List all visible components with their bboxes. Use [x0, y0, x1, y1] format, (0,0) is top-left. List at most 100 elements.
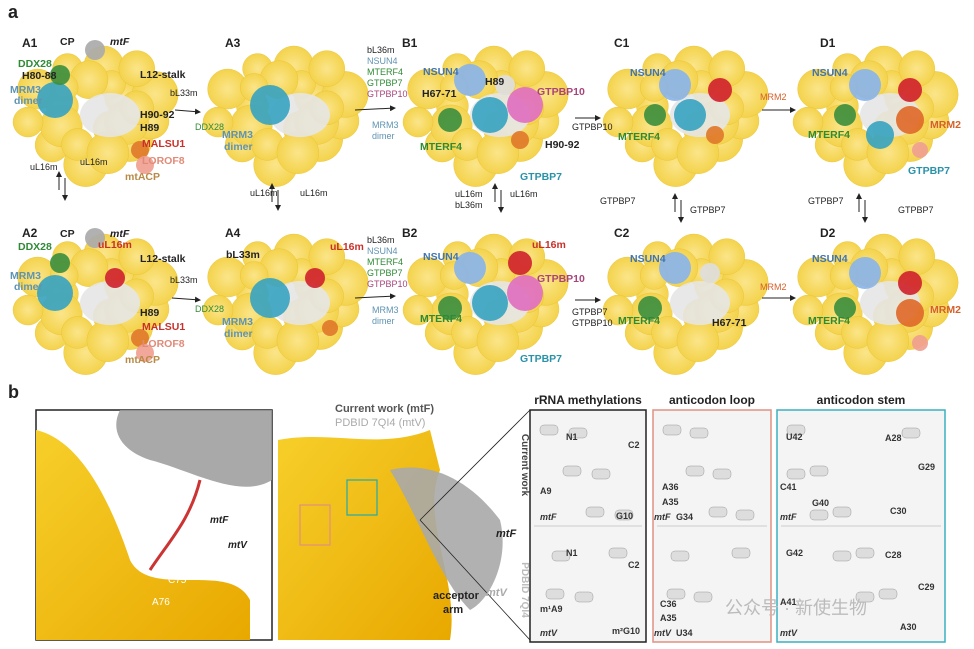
label: G34	[676, 512, 693, 522]
protein-density	[507, 87, 543, 123]
label: uL16m	[532, 239, 566, 251]
density-mesh	[735, 509, 755, 521]
label: m¹A9	[540, 604, 563, 614]
protein-density	[912, 142, 928, 158]
label: bL33m	[170, 275, 198, 285]
label: H89	[140, 307, 159, 319]
protein-density	[495, 75, 515, 95]
density-mesh	[662, 424, 682, 436]
label: MRM2	[760, 282, 787, 292]
label: A1	[22, 36, 38, 50]
label: A76	[152, 597, 170, 608]
label: arm	[443, 604, 463, 616]
yellow-density	[276, 319, 320, 362]
label: MRM2	[760, 92, 787, 102]
label: CP	[60, 228, 75, 240]
label: A3	[225, 36, 241, 50]
protein-density	[638, 296, 662, 320]
label: NSUN4	[423, 251, 459, 263]
label: C28	[885, 550, 902, 560]
yellow-density	[708, 238, 746, 275]
density-mesh	[832, 506, 852, 518]
label: MRM3	[372, 120, 399, 130]
density-mesh	[855, 547, 875, 559]
label: C30	[890, 506, 907, 516]
density-mesh	[809, 465, 829, 477]
protein-density	[305, 268, 325, 288]
label: MRM3	[10, 84, 41, 96]
label: anticodon loop	[669, 393, 755, 407]
label: U34	[676, 628, 693, 638]
yellow-density	[86, 319, 130, 362]
label: LOROF8	[142, 338, 185, 350]
ribosome-structure	[12, 228, 179, 375]
label: A41	[780, 597, 797, 607]
yellow-density	[202, 106, 234, 138]
label: GTPBP7	[808, 196, 844, 206]
yellow-density	[86, 131, 130, 174]
density-mesh	[855, 591, 875, 603]
yellow-density	[476, 319, 520, 362]
label: GTPBP10	[537, 273, 585, 285]
yellow-density	[402, 106, 434, 138]
protein-density	[454, 64, 486, 96]
label: GTPBP7	[367, 78, 403, 88]
gray-density	[116, 410, 272, 487]
protein-density	[706, 126, 724, 144]
label: C74	[226, 562, 245, 573]
arrow	[354, 293, 396, 300]
protein-density	[507, 275, 543, 311]
trna-backbone	[148, 479, 202, 571]
protein-density	[250, 85, 290, 125]
density-mesh	[551, 550, 571, 562]
label: MRM3	[222, 316, 253, 328]
label: dimer	[224, 328, 253, 340]
label: MALSU1	[142, 321, 185, 333]
label: dimer	[224, 141, 253, 153]
label: LOROF8	[142, 155, 185, 167]
label: Current work (mtF)	[335, 403, 434, 415]
yellow-density	[12, 294, 44, 326]
label: C36	[660, 599, 677, 609]
density-mesh	[786, 424, 806, 436]
gray-density	[390, 467, 503, 610]
label: GTPBP10	[572, 318, 613, 328]
label: dimer	[372, 131, 395, 141]
label: NSUN4	[812, 253, 848, 265]
label: mtV	[486, 587, 508, 599]
density-mesh	[832, 550, 852, 562]
label: DDX28	[18, 58, 52, 70]
label: G40	[812, 498, 829, 508]
label: mtF	[110, 36, 130, 48]
label: mtF	[210, 515, 229, 526]
arrow	[171, 296, 201, 303]
label: NSUN4	[367, 246, 398, 256]
label: MTERF4	[618, 315, 660, 327]
ribosome-structure	[202, 233, 369, 375]
label: U42	[786, 432, 803, 442]
label: B1	[402, 36, 418, 50]
label: NSUN4	[630, 253, 666, 265]
zoom-line	[419, 519, 531, 641]
density-mesh	[809, 509, 829, 521]
label: uL16m	[80, 157, 108, 167]
label: D2	[820, 226, 836, 240]
density-mesh	[545, 588, 565, 600]
protein-density	[866, 121, 894, 149]
rrna-density	[670, 281, 730, 325]
label: NSUN4	[423, 66, 459, 78]
label: G42	[786, 548, 803, 558]
protein-density	[834, 297, 856, 319]
yellow-density	[792, 294, 824, 326]
label: L12-stalk	[140, 69, 186, 81]
label: mtF	[496, 528, 516, 540]
protein-density	[322, 320, 338, 336]
protein-density	[472, 97, 508, 133]
label: bL36m	[455, 200, 483, 210]
protein-density	[50, 253, 70, 273]
protein-density	[896, 106, 924, 134]
label: GTPBP7	[600, 196, 636, 206]
label: L12-stalk	[140, 253, 186, 265]
label: MTERF4	[367, 67, 403, 77]
zoom-box	[346, 479, 378, 516]
